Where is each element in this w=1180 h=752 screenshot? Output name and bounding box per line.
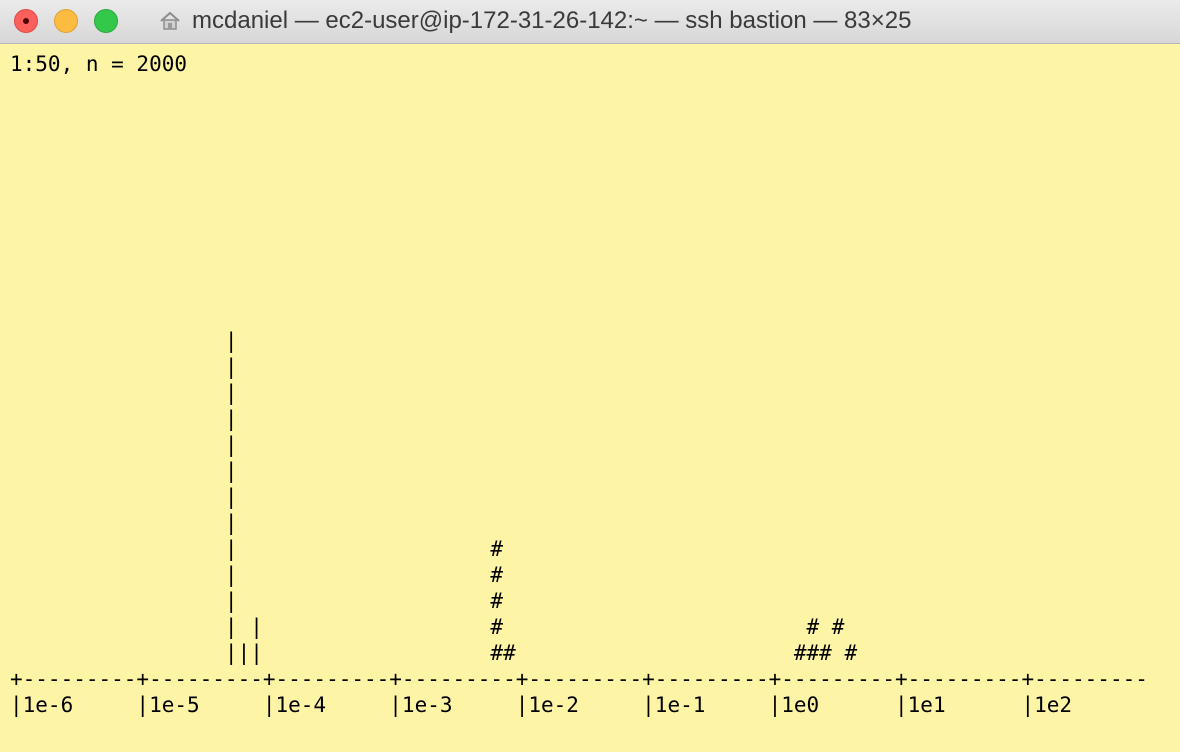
histogram-header: 1:50, n = 2000 (10, 52, 188, 76)
title-bar[interactable]: mcdaniel — ec2-user@ip-172-31-26-142:~ —… (0, 0, 1180, 44)
window-title: mcdaniel — ec2-user@ip-172-31-26-142:~ —… (192, 7, 912, 34)
zoom-button[interactable] (94, 9, 118, 33)
terminal-content[interactable]: 1:50, n = 2000 | | | | | | | | | (0, 44, 1180, 752)
minimize-button[interactable] (54, 9, 78, 33)
window-title-group: mcdaniel — ec2-user@ip-172-31-26-142:~ —… (158, 6, 911, 36)
close-button[interactable] (14, 9, 38, 33)
home-icon (160, 11, 180, 30)
ascii-histogram: | | | | | | | | | # | (10, 329, 1148, 717)
